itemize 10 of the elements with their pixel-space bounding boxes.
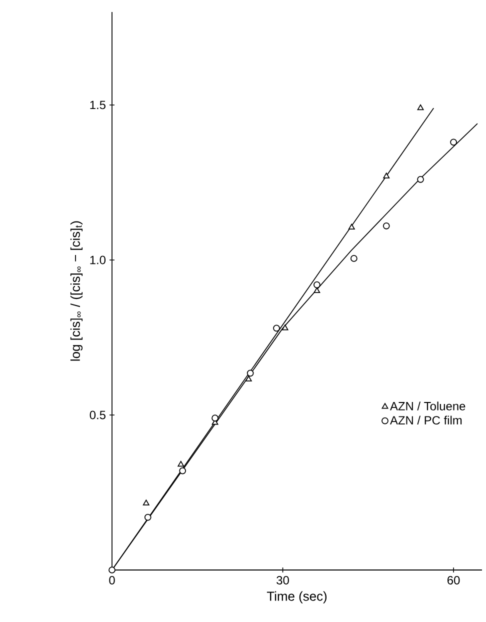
y-tick-label: 1.0 xyxy=(90,256,106,264)
y-tick-label: 1.5 xyxy=(90,100,106,110)
y-axis-title: log [cis]$_{∞}$ / ([cis]$_{∞}$ − [cis]$_{t}$) xyxy=(70,221,83,361)
y-tick-label: 0.5 xyxy=(90,410,106,420)
x-tick-label: 30 xyxy=(276,576,289,584)
x-tick-label: 60 xyxy=(448,576,460,584)
legend-label: AZN / Toluene xyxy=(390,402,466,410)
x-tick-label: 0 xyxy=(109,576,115,584)
x-axis-title: Time (sec) xyxy=(266,591,327,604)
legend-label: AZN / PC film xyxy=(390,416,462,425)
